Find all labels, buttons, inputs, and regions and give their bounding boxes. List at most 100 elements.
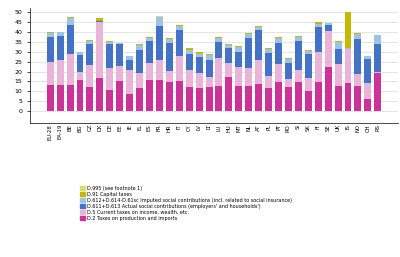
Bar	[206, 54, 212, 60]
Bar	[235, 67, 242, 86]
Bar	[364, 56, 371, 59]
Bar	[57, 60, 64, 86]
Bar	[245, 34, 252, 38]
Bar	[285, 62, 292, 79]
Bar	[206, 87, 212, 111]
Bar	[66, 17, 74, 18]
Bar	[315, 52, 322, 82]
Bar	[196, 52, 202, 53]
Bar	[116, 44, 123, 66]
Bar	[126, 70, 133, 94]
Bar	[196, 88, 202, 111]
Bar	[136, 72, 143, 88]
Bar	[285, 59, 292, 62]
Bar	[96, 22, 103, 78]
Bar	[315, 27, 322, 52]
Bar	[285, 79, 292, 87]
Bar	[196, 57, 202, 72]
Bar	[374, 44, 381, 71]
Bar	[166, 39, 173, 43]
Bar	[325, 23, 332, 25]
Bar	[335, 63, 342, 86]
Bar	[285, 87, 292, 111]
Bar	[305, 53, 312, 78]
Bar	[206, 53, 212, 54]
Bar	[186, 87, 193, 111]
Bar	[47, 36, 54, 61]
Bar	[344, 84, 352, 111]
Bar	[176, 56, 183, 81]
Bar	[196, 72, 202, 88]
Bar	[325, 25, 332, 31]
Bar	[136, 45, 143, 50]
Bar	[354, 33, 362, 34]
Bar	[106, 90, 113, 111]
Bar	[76, 52, 84, 54]
Bar	[47, 32, 54, 33]
Bar	[156, 60, 163, 80]
Bar	[176, 30, 183, 56]
Bar	[305, 78, 312, 91]
Bar	[344, 12, 352, 48]
Bar	[374, 35, 381, 44]
Bar	[364, 84, 371, 99]
Bar	[354, 39, 362, 74]
Bar	[86, 44, 93, 65]
Bar	[206, 77, 212, 87]
Bar	[156, 17, 163, 26]
Bar	[156, 16, 163, 17]
Bar	[335, 49, 342, 63]
Bar	[216, 36, 222, 38]
Bar	[216, 42, 222, 58]
Bar	[374, 72, 381, 111]
Bar	[226, 62, 232, 77]
Bar	[344, 49, 352, 84]
Bar	[245, 33, 252, 34]
Bar	[315, 22, 322, 24]
Bar	[96, 78, 103, 111]
Bar	[226, 77, 232, 111]
Bar	[126, 94, 133, 111]
Bar	[344, 48, 352, 49]
Bar	[47, 33, 54, 36]
Bar	[86, 65, 93, 87]
Bar	[136, 44, 143, 45]
Bar	[255, 60, 262, 85]
Bar	[116, 43, 123, 44]
Bar	[374, 71, 381, 72]
Bar	[226, 45, 232, 48]
Bar	[106, 41, 113, 42]
Bar	[255, 30, 262, 60]
Bar	[86, 40, 93, 41]
Bar	[166, 38, 173, 39]
Bar	[106, 68, 113, 90]
Bar	[226, 44, 232, 45]
Bar	[265, 76, 272, 88]
Bar	[315, 24, 322, 27]
Bar	[57, 86, 64, 111]
Bar	[354, 74, 362, 86]
Bar	[216, 58, 222, 86]
Bar	[295, 41, 302, 70]
Bar	[275, 36, 282, 38]
Bar	[275, 38, 282, 43]
Bar	[116, 81, 123, 111]
Bar	[196, 53, 202, 57]
Bar	[146, 41, 153, 62]
Bar	[57, 36, 64, 60]
Bar	[166, 70, 173, 82]
Bar	[186, 50, 193, 53]
Bar	[136, 50, 143, 72]
Bar	[106, 42, 113, 44]
Bar	[146, 80, 153, 111]
Bar	[325, 31, 332, 67]
Bar	[76, 71, 84, 80]
Bar	[255, 27, 262, 30]
Bar	[245, 38, 252, 68]
Bar	[146, 38, 153, 41]
Bar	[126, 56, 133, 60]
Bar	[116, 66, 123, 81]
Bar	[156, 80, 163, 111]
Bar	[66, 53, 74, 86]
Bar	[126, 60, 133, 70]
